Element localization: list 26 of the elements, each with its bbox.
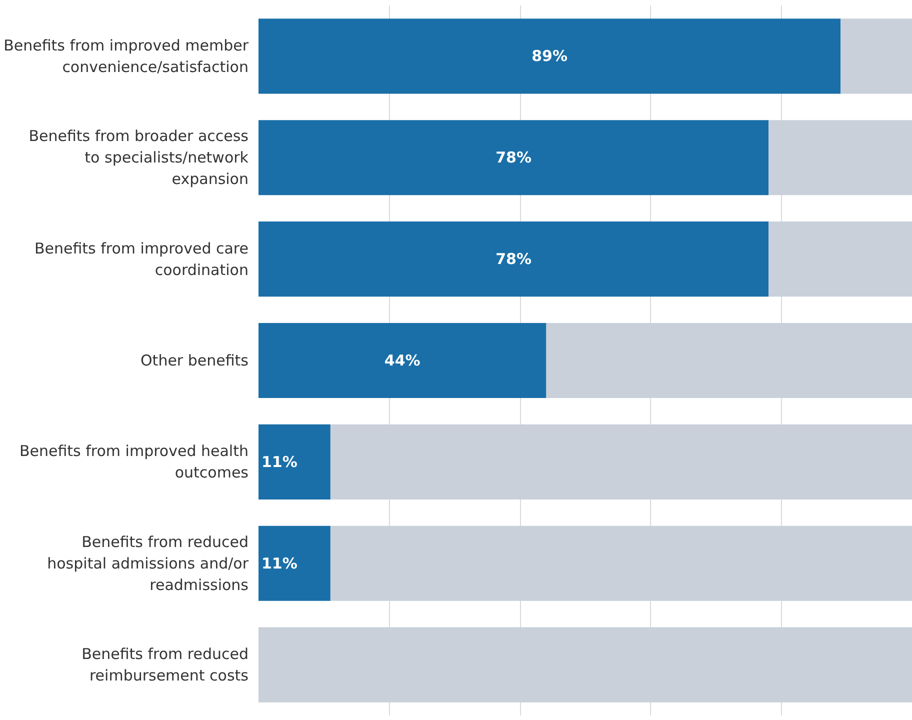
bar — [768, 222, 912, 297]
y-tick-label: Benefits from reduced reimbursement costs — [82, 644, 249, 685]
bar — [258, 18, 841, 94]
data-label: 44% — [384, 352, 420, 370]
y-tick-label: Other benefits — [140, 352, 249, 370]
y-tick-label: Benefits from improved member convenience/satisfaction — [4, 36, 250, 76]
y-tick-label: Benefits from improved health outcomes — [19, 442, 249, 482]
y-tick-label: Benefits from improved care coordination — [34, 239, 249, 279]
y-tick-label: Benefits from broader access to specialists/network expansion — [28, 127, 249, 188]
bar — [258, 120, 769, 196]
bar — [330, 526, 912, 601]
data-label: 11% — [262, 452, 298, 471]
data-label: 89% — [532, 47, 568, 66]
bar — [840, 18, 912, 94]
bar — [546, 322, 912, 398]
data-label: 78% — [496, 250, 532, 268]
bar — [258, 627, 912, 702]
data-label: 11% — [262, 554, 298, 572]
bar — [330, 424, 912, 500]
bar — [258, 424, 330, 500]
bar — [768, 120, 912, 196]
y-tick-label: Benefits from reduced hospital admissions and/or readmissions — [47, 532, 250, 594]
bar — [258, 322, 546, 398]
data-label: 78% — [496, 148, 532, 167]
bar — [258, 222, 769, 297]
bar — [258, 526, 330, 601]
